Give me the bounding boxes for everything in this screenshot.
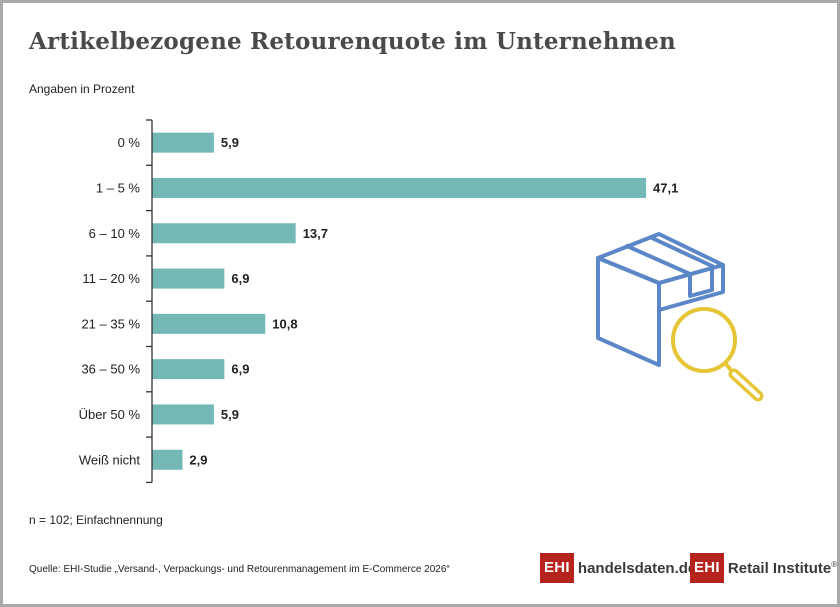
value-label: 6,9	[231, 271, 249, 286]
box-with-magnifier-icon	[596, 232, 764, 402]
bar	[152, 268, 225, 289]
bar	[152, 223, 296, 244]
value-label: 5,9	[221, 135, 239, 150]
value-label: 5,9	[221, 407, 239, 422]
category-label: Über 50 %	[79, 407, 141, 422]
value-label: 6,9	[231, 362, 249, 377]
logo-text: Retail Institute®	[727, 559, 838, 577]
value-label: 10,8	[272, 316, 297, 331]
logo-box: EHI	[540, 553, 574, 583]
value-label: 13,7	[303, 226, 328, 241]
box-icon	[596, 232, 725, 367]
category-label: Weiß nicht	[79, 452, 141, 467]
bar	[152, 313, 266, 334]
value-label: 2,9	[189, 452, 207, 467]
category-label: 11 – 20 %	[82, 271, 140, 286]
chart-subtitle: Angaben in Prozent	[29, 82, 135, 96]
sample-note: n = 102; Einfachnennung	[29, 513, 163, 527]
bar	[152, 404, 214, 425]
logo-text: handelsdaten.de	[577, 559, 697, 577]
handelsdaten-logo[interactable]: EHI handelsdaten.de	[540, 553, 696, 583]
bar	[152, 177, 646, 198]
category-label: 21 – 35 %	[81, 316, 140, 331]
chart-title: Artikelbezogene Retourenquote im Unterne…	[29, 28, 676, 55]
source-text: Quelle: EHI-Studie „Versand-, Verpackung…	[29, 564, 450, 575]
bar	[152, 359, 225, 380]
bar	[152, 132, 214, 153]
logo-box: EHI	[690, 553, 724, 583]
category-label: 1 – 5 %	[96, 180, 141, 195]
category-label: 36 – 50 %	[81, 362, 140, 377]
category-label: 6 – 10 %	[89, 226, 141, 241]
category-label: 0 %	[118, 135, 141, 150]
bar	[152, 449, 183, 470]
value-label: 47,1	[653, 180, 678, 195]
ehi-retail-institute-logo[interactable]: EHI Retail Institute®	[690, 553, 837, 583]
